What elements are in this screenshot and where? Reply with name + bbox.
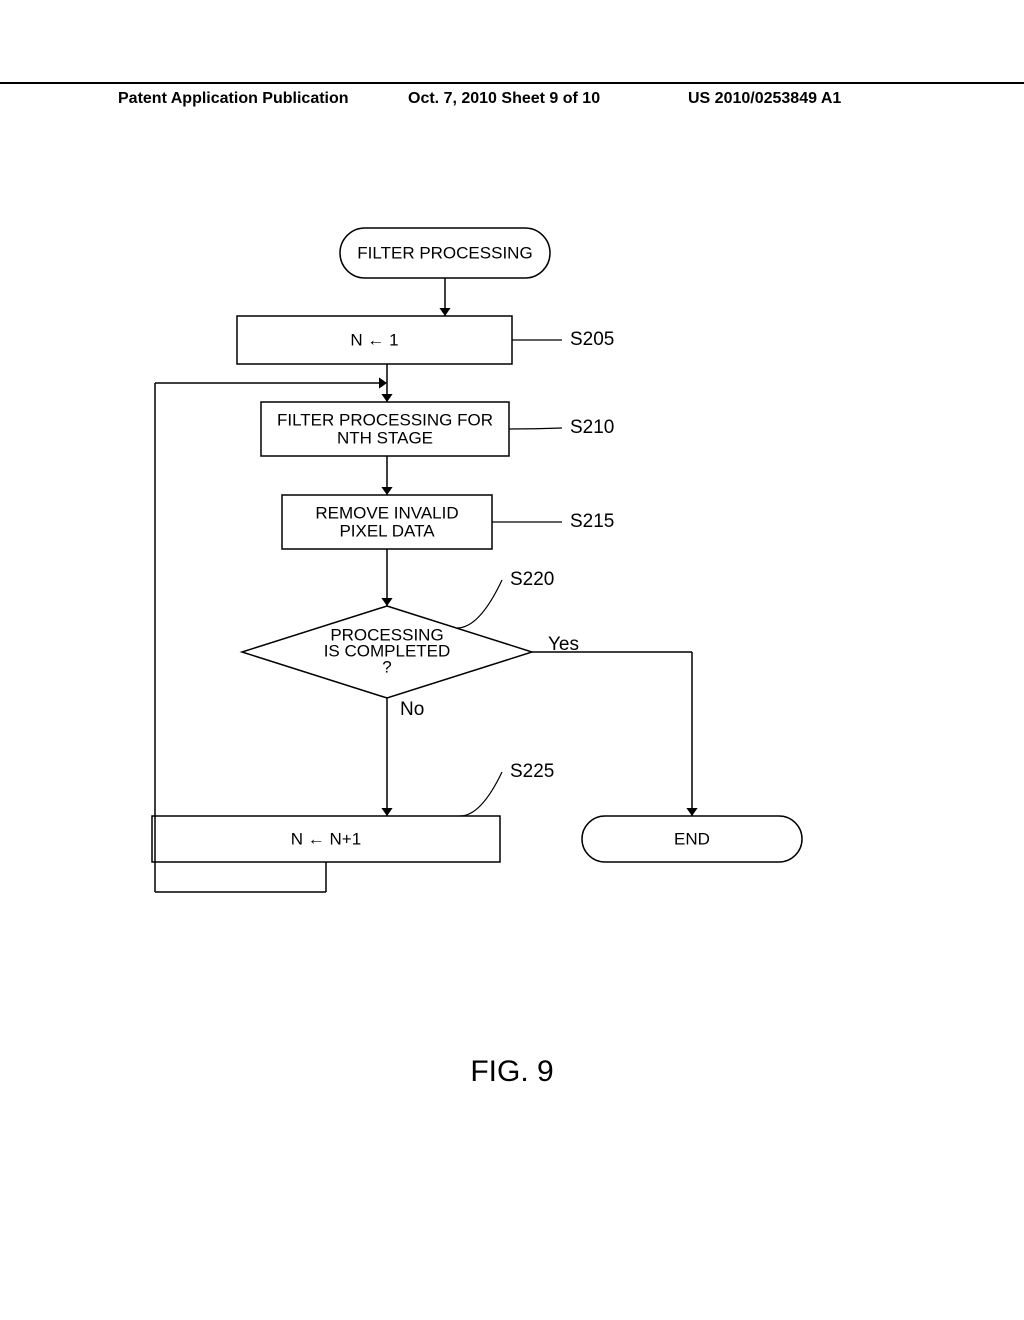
svg-text:PIXEL DATA: PIXEL DATA: [339, 521, 435, 540]
flowchart-svg: FILTER PROCESSING N ← 1 FILTER PROCESSING …: [0, 0, 1024, 1320]
svg-text:Yes: Yes: [548, 634, 579, 655]
svg-text:S210: S210: [570, 417, 614, 438]
svg-text:FILTER PROCESSING FOR: FILTER PROCESSING FOR: [277, 410, 493, 429]
svg-text:No: No: [400, 699, 424, 720]
svg-text:N ← 1: N ← 1: [350, 330, 398, 349]
svg-text:REMOVE INVALID: REMOVE INVALID: [315, 503, 458, 522]
svg-text:S215: S215: [570, 511, 614, 532]
flowchart-diagram: FILTER PROCESSING N ← 1 FILTER PROCESSING …: [0, 0, 1024, 1320]
svg-text:NTH STAGE: NTH STAGE: [337, 428, 433, 447]
svg-text:S225: S225: [510, 761, 554, 782]
svg-text:S220: S220: [510, 569, 554, 590]
svg-text:S205: S205: [570, 329, 614, 350]
svg-text:END: END: [674, 829, 710, 848]
figure-caption: FIG. 9: [470, 1055, 553, 1089]
svg-text:N ← N+1: N ← N+1: [291, 829, 361, 848]
svg-text:FILTER PROCESSING: FILTER PROCESSING: [357, 243, 532, 262]
svg-text:?: ?: [382, 657, 391, 676]
